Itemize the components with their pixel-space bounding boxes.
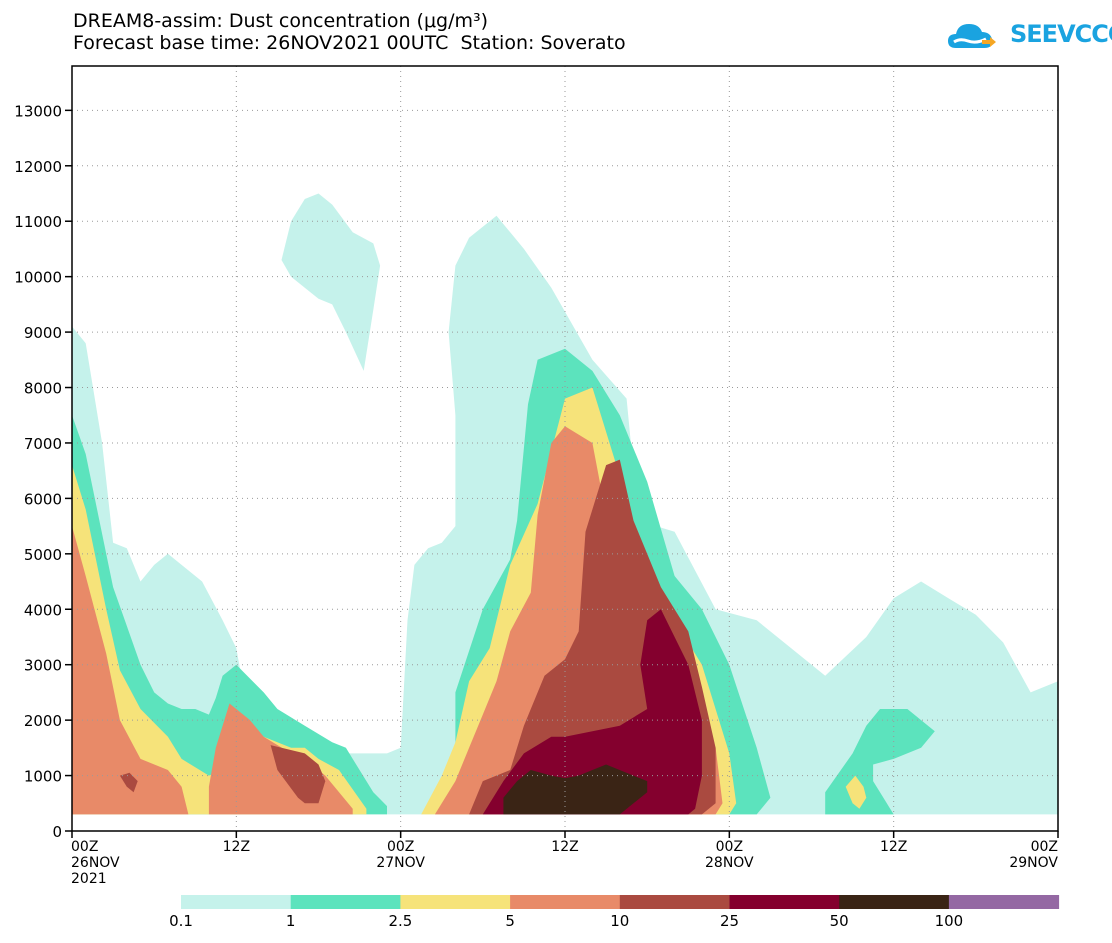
x-tick-label2-4: 28NOV [705,855,754,871]
legend-swatch-6 [839,895,950,909]
contour-region-1 [281,193,381,371]
axis-ticks: 0 1000 2000 3000 4000 5000 6000 7000 8000 9000 100… [14,102,1059,887]
logo-text: SEEVCCC [1010,20,1112,48]
y-tick-label-12: 12000 [14,158,62,176]
contour-region-14 [119,772,138,793]
y-tick-label-0: 0 [52,823,62,841]
x-tick-label1-4: 00Z [716,839,743,855]
legend-swatch-2 [400,895,511,909]
legend-swatch-1 [290,895,401,909]
y-tick-label-9: 9000 [24,324,62,342]
y-tick-label-6: 6000 [24,490,62,508]
x-tick-label1-2: 00Z [387,839,414,855]
contour-region-16 [503,764,648,815]
legend-label-3: 5 [505,912,515,930]
contour-region-3 [72,415,387,815]
x-tick-label1-6: 00Z [1031,839,1058,855]
y-tick-label-7: 7000 [24,435,62,453]
contour-region-8 [845,775,867,809]
legend-label-0: 0.1 [169,912,193,930]
y-tick-label-4: 4000 [24,601,62,619]
contour-regions [72,193,1058,815]
legend-swatch-3 [510,895,621,909]
y-tick-label-8: 8000 [24,380,62,398]
contour-region-6 [72,465,367,815]
x-tick-label1-5: 12Z [880,839,907,855]
legend-label-1: 1 [286,912,296,930]
y-tick-label-11: 11000 [14,213,62,231]
color-legend: 0.1 1 2.5 5 10 25 50 100 [169,895,1060,930]
legend-swatch-4 [619,895,730,909]
legend-swatch-5 [729,895,840,909]
y-tick-label-1: 1000 [24,768,62,786]
x-tick-label3-0: 2021 [71,871,107,887]
x-tick-label2-2: 27NOV [376,855,425,871]
y-tick-label-5: 5000 [24,546,62,564]
legend-label-6: 50 [830,912,849,930]
cloud-logo-icon [948,24,996,48]
y-tick-label-13: 13000 [14,102,62,120]
chart-title: DREAM8-assim: Dust concentration (μg/m³) [73,10,489,32]
contour-region-9 [72,526,189,815]
legend-label-4: 10 [610,912,629,930]
legend-label-7: 100 [935,912,964,930]
y-tick-label-3: 3000 [24,657,62,675]
x-tick-label2-6: 29NOV [1009,855,1058,871]
x-tick-label1-0: 00Z [71,839,98,855]
contour-region-15 [482,609,702,815]
x-tick-label2-0: 26NOV [71,855,120,871]
y-tick-label-10: 10000 [14,269,62,287]
legend-swatch-7 [948,895,1060,909]
plot-frame [71,65,1059,832]
legend-swatch-0 [181,895,292,909]
legend-label-2: 2.5 [388,912,412,930]
x-tick-label1-1: 12Z [223,839,250,855]
legend-label-5: 25 [720,912,739,930]
x-tick-label1-3: 12Z [551,839,578,855]
chart-subtitle: Forecast base time: 26NOV2021 00UTC Stat… [73,32,626,54]
contour-region-12 [270,745,326,804]
y-tick-label-2: 2000 [24,712,62,730]
